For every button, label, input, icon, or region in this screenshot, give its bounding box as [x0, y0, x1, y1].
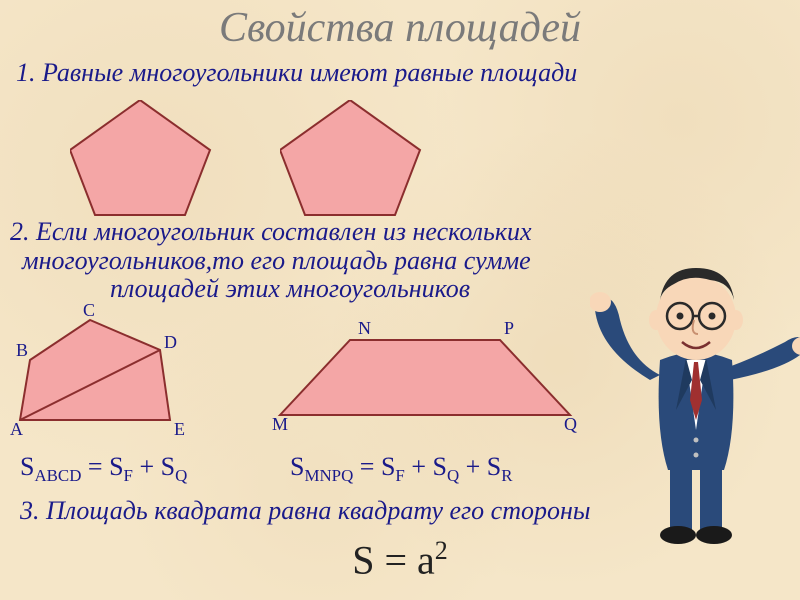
formula-mnpq: SMNPQ = SF + SQ + SR	[290, 452, 513, 486]
teacher-left-leg	[670, 460, 692, 530]
trapezoid-mnpq: M N P Q	[280, 320, 590, 445]
abcde-poly	[20, 320, 170, 420]
teacher-right-leg	[700, 460, 722, 530]
label-C: C	[83, 300, 95, 320]
property-2-line1: 2. Если многоугольник составлен из неско…	[10, 217, 532, 246]
label-Q: Q	[564, 414, 577, 434]
label-P: P	[504, 318, 514, 338]
teacher-right-shoe	[696, 526, 732, 544]
label-N: N	[358, 318, 371, 338]
slide-container: Свойства площадей 1. Равные многоугольни…	[0, 0, 800, 600]
label-D: D	[164, 332, 177, 352]
teacher-eye-left	[677, 313, 684, 320]
teacher-eye-right	[709, 313, 716, 320]
label-M: M	[272, 414, 288, 434]
teacher-left-shoe	[660, 526, 696, 544]
property-1-text: 1. Равные многоугольники имеют равные пл…	[16, 58, 577, 88]
teacher-button-1	[694, 438, 699, 443]
label-B: B	[16, 340, 28, 360]
slide-title: Свойства площадей	[0, 4, 800, 52]
teacher-left-hand	[590, 292, 611, 312]
pentagon-2-poly	[280, 100, 420, 215]
pentagon-1-poly	[70, 100, 210, 215]
mnpq-poly	[280, 340, 570, 415]
formula-abcd: SABCD = SF + SQ	[20, 452, 187, 486]
teacher-ear-right	[729, 310, 743, 330]
teacher-icon	[590, 250, 800, 560]
pentagon-shape-1	[70, 100, 220, 225]
polygon-abcde: A B C D E	[10, 320, 210, 445]
label-E: E	[174, 419, 185, 439]
teacher-ear-left	[649, 310, 663, 330]
pentagon-shape-2	[280, 100, 430, 225]
teacher-button-2	[694, 453, 699, 458]
label-A: A	[10, 419, 23, 439]
property-3-text: 3. Площадь квадрата равна квадрату его с…	[20, 496, 591, 526]
